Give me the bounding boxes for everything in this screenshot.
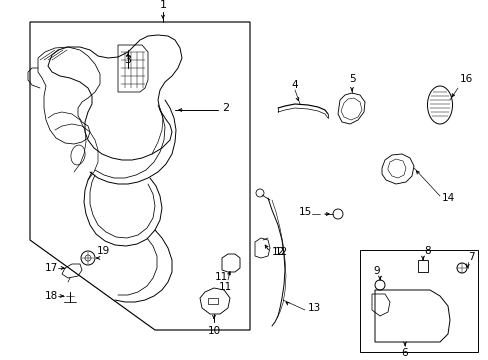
Text: 16: 16 — [459, 74, 472, 84]
Text: 8: 8 — [424, 246, 430, 256]
Text: 11: 11 — [214, 272, 227, 282]
Text: 10: 10 — [207, 326, 220, 336]
Text: 14: 14 — [441, 193, 454, 203]
Text: 15: 15 — [298, 207, 311, 217]
Text: 13: 13 — [307, 303, 321, 313]
Text: 5: 5 — [348, 74, 355, 84]
Text: 3: 3 — [124, 55, 131, 65]
Text: 1: 1 — [159, 0, 166, 10]
Text: 12: 12 — [271, 247, 285, 257]
Text: 12: 12 — [274, 247, 287, 257]
Text: 7: 7 — [467, 252, 474, 262]
Text: 11: 11 — [218, 282, 231, 292]
Text: 9: 9 — [373, 266, 380, 276]
Text: 2: 2 — [222, 103, 229, 113]
Text: 18: 18 — [45, 291, 58, 301]
Text: 17: 17 — [45, 263, 58, 273]
Text: 6: 6 — [401, 348, 407, 358]
Text: 4: 4 — [291, 80, 298, 90]
Text: 19: 19 — [97, 246, 110, 256]
